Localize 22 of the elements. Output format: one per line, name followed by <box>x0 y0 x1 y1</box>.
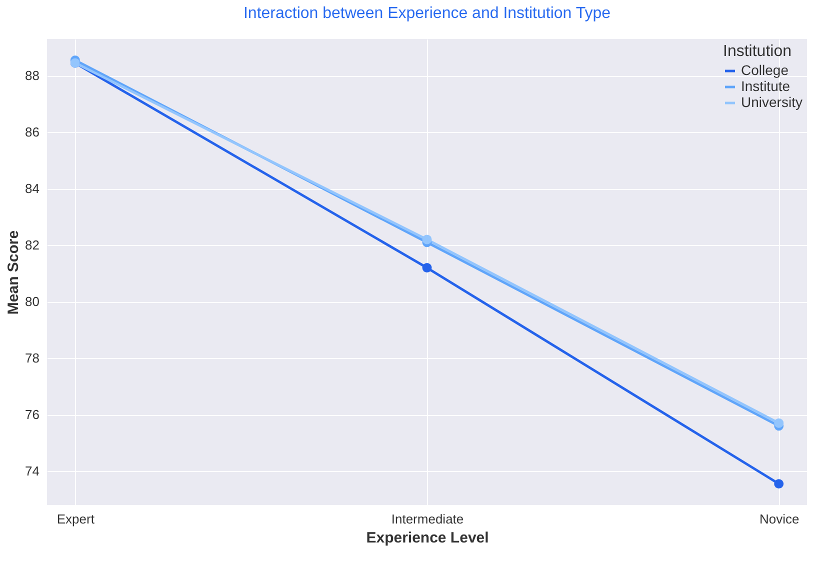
y-tick-label: 76 <box>25 407 40 422</box>
y-tick-label: 74 <box>25 464 40 479</box>
y-tick-label: 82 <box>25 238 40 253</box>
chart-title: Interaction between Experience and Institution Type <box>243 5 611 22</box>
y-tick-label: 84 <box>25 181 40 196</box>
x-tick-label: Novice <box>759 512 800 526</box>
y-tick-label: 86 <box>25 124 40 140</box>
y-tick-label: 78 <box>25 350 40 366</box>
y-tick-label: 88 <box>25 68 40 84</box>
legend-label: Institute <box>741 78 790 94</box>
x-axis-title: Experience Level <box>366 530 489 546</box>
legend-title: Institution <box>723 43 792 60</box>
x-tick-label: Expert <box>56 512 95 526</box>
legend-label: University <box>741 94 802 110</box>
point <box>774 479 784 489</box>
y-axis-title: Mean Score <box>5 230 22 315</box>
point <box>422 234 432 244</box>
point <box>774 418 784 428</box>
point <box>422 263 432 272</box>
x-tick-label: Intermediate <box>391 512 464 526</box>
legend-label: College <box>741 62 789 78</box>
y-tick-label: 80 <box>25 294 40 310</box>
